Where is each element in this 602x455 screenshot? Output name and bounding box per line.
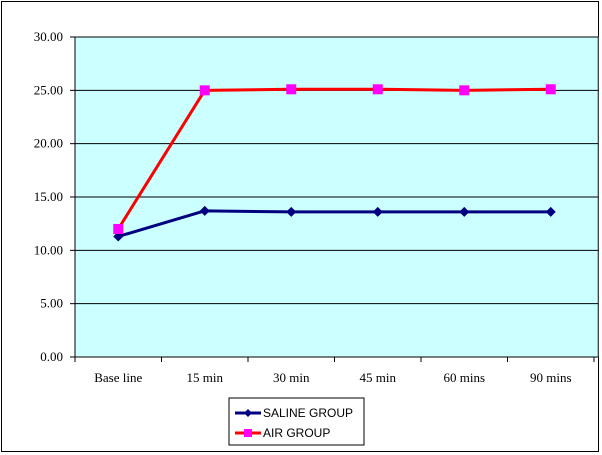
y-tick-label: 0.00 bbox=[40, 349, 63, 364]
series-line bbox=[116, 87, 551, 230]
data-point bbox=[459, 206, 470, 217]
data-point bbox=[372, 84, 383, 95]
y-tick-label: 30.00 bbox=[34, 29, 63, 44]
y-tick-label: 15.00 bbox=[34, 189, 63, 204]
data-point bbox=[286, 84, 297, 95]
legend-label: AIR GROUP bbox=[263, 426, 330, 440]
y-tick-label: 5.00 bbox=[40, 296, 63, 311]
data-point bbox=[199, 205, 210, 216]
data-point bbox=[372, 206, 383, 217]
data-point bbox=[199, 85, 210, 96]
x-tick-label: Base line bbox=[94, 370, 142, 385]
legend-marker bbox=[244, 429, 252, 437]
x-tick-label: 45 min bbox=[360, 370, 397, 385]
x-tick-label: 30 min bbox=[273, 370, 310, 385]
legend-label: SALINE GROUP bbox=[263, 406, 353, 420]
legend-box bbox=[228, 397, 365, 446]
x-tick-label: 90 mins bbox=[530, 370, 572, 385]
legend-marker bbox=[244, 409, 252, 417]
data-point bbox=[459, 85, 470, 96]
legend: SALINE GROUP AIR GROUP bbox=[228, 397, 365, 446]
y-tick-label: 25.00 bbox=[34, 82, 63, 97]
data-point bbox=[286, 206, 297, 217]
data-point bbox=[545, 84, 556, 95]
y-tick-label: 20.00 bbox=[34, 136, 63, 151]
data-point bbox=[113, 224, 124, 234]
data-point bbox=[545, 206, 556, 217]
y-tick-label: 10.00 bbox=[34, 242, 63, 257]
series-line bbox=[117, 209, 551, 238]
x-tick-label: 60 mins bbox=[443, 370, 485, 385]
x-tick-label: 15 min bbox=[187, 370, 224, 385]
